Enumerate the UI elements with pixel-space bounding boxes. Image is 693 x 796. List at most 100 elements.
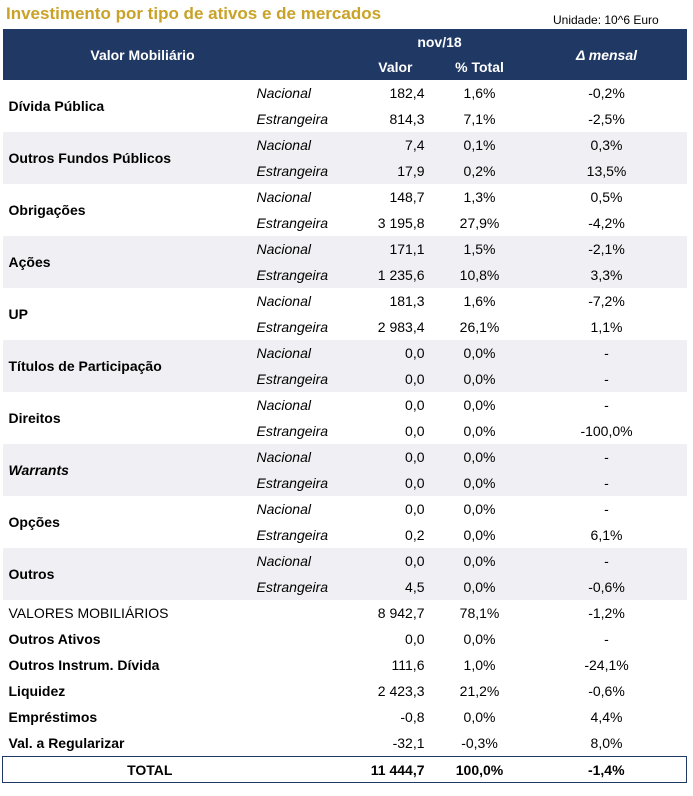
pct-cell: 0,0%	[432, 548, 527, 574]
table-row: Outros Ativos 0,0 0,0% -	[3, 626, 687, 652]
value-cell: 0,2	[405, 527, 425, 543]
market-label: Estrangeira	[256, 527, 329, 543]
table-row: Outros Instrum. Dívida 111,6 1,0% -24,1%	[3, 652, 687, 678]
table-row: Estrangeira 0,0 0,0% -100,0%	[3, 418, 687, 444]
pct-cell: -0,3%	[461, 735, 498, 751]
header-valor: Valor	[352, 54, 433, 80]
delta-cell: -2,5%	[588, 111, 625, 127]
market-label: Nacional	[254, 444, 353, 470]
delta-cell: -4,2%	[588, 215, 625, 231]
delta-cell: -	[526, 444, 687, 470]
table-row: Estrangeira 814,3 7,1% -2,5%	[3, 106, 687, 132]
pct-cell: 1,5%	[432, 236, 527, 262]
value-cell: 111,6	[391, 657, 425, 673]
market-label: Nacional	[254, 236, 353, 262]
pct-cell: 0,0%	[432, 444, 527, 470]
delta-cell: 1,1%	[590, 319, 623, 335]
delta-cell: 13,5%	[526, 158, 687, 184]
asset-name: Val. a Regularizar	[8, 735, 125, 751]
market-label: Nacional	[254, 132, 353, 158]
value-cell: 148,7	[389, 189, 425, 205]
table-row: Liquidez 2 423,3 21,2% -0,6%	[3, 678, 687, 704]
table-row: Estrangeira 0,2 0,0% 6,1%	[3, 522, 687, 548]
pct-cell: 0,2%	[432, 158, 527, 184]
table-row: Títulos de Participação Nacional 0,0 0,0% -	[2, 340, 687, 392]
delta-cell: -	[526, 366, 687, 392]
market-label: Estrangeira	[254, 262, 353, 288]
market-label: Estrangeira	[254, 366, 353, 392]
investment-table: Valor Mobiliário nov/18 Δ mensal Valor %…	[2, 29, 688, 783]
asset-name: Dívida Pública	[8, 98, 105, 114]
value-cell: 182,4	[389, 85, 425, 101]
asset-name: VALORES MOBILIÁRIOS	[8, 605, 169, 621]
value-cell: 0,0	[405, 631, 425, 647]
delta-cell: 0,3%	[526, 132, 687, 158]
table-row: Outros Fundos Públicos Nacional 7,4 0,1% 0,3…	[2, 132, 687, 184]
value-cell: 2 423,3	[377, 683, 425, 699]
table-row: Outros Nacional 0,0 0,0% -	[2, 548, 687, 600]
pct-cell: 0,0%	[463, 423, 496, 439]
table-row: Val. a Regularizar -32,1 -0,3% 8,0%	[3, 730, 687, 757]
table-row: Obrigações Nacional 148,7 1,3% 0,5%	[3, 184, 687, 218]
pct-cell: 78,1%	[459, 605, 500, 621]
delta-cell: -	[604, 631, 609, 647]
asset-name: Empréstimos	[8, 709, 98, 725]
table-row: Direitos Nacional 0,0 0,0% -	[3, 392, 687, 426]
header-delta: Δ mensal	[526, 29, 687, 80]
pct-cell: 21,2%	[459, 683, 500, 699]
header-asset: Valor Mobiliário	[2, 29, 353, 80]
total-pct: 100,0%	[432, 756, 527, 783]
table-row: Estrangeira 3 195,8 27,9% -4,2%	[3, 210, 687, 236]
delta-cell: -24,1%	[584, 657, 629, 673]
total-delta: -1,4%	[526, 756, 688, 783]
market-label: Estrangeira	[256, 215, 329, 231]
value-cell: 0,0	[352, 444, 433, 470]
value-cell: 7,4	[352, 132, 433, 158]
market-label: Nacional	[256, 397, 311, 413]
header-period: nov/18	[352, 29, 527, 54]
header-pct: % Total	[432, 54, 527, 80]
table-row: Estrangeira 4,5 0,0% -0,6%	[3, 574, 687, 600]
pct-cell: 10,8%	[432, 262, 527, 288]
asset-name: Outros Instrum. Dívida	[8, 657, 160, 673]
pct-cell: 0,1%	[432, 132, 527, 158]
pct-cell: 0,0%	[432, 470, 527, 496]
delta-cell: 6,1%	[590, 527, 623, 543]
market-label: Estrangeira	[256, 319, 329, 335]
market-label: Nacional	[256, 293, 311, 309]
value-cell: 0,0	[405, 397, 425, 413]
market-label: Estrangeira	[256, 111, 329, 127]
table-row: Opções Nacional 0,0 0,0% -	[3, 496, 687, 530]
pct-cell: 0,0%	[463, 709, 496, 725]
delta-cell: -2,1%	[526, 236, 687, 262]
delta-cell: 4,4%	[590, 709, 623, 725]
delta-cell: -0,6%	[526, 574, 687, 600]
pct-cell: 1,0%	[463, 657, 496, 673]
table-header: Valor Mobiliário nov/18 Δ mensal Valor %…	[2, 29, 687, 80]
delta-cell: -	[604, 501, 609, 517]
asset-name: Direitos	[8, 410, 61, 426]
page-title: Investimento por tipo de ativos e de mer…	[6, 4, 382, 23]
delta-cell: -	[526, 340, 687, 366]
pct-cell: 26,1%	[459, 319, 500, 335]
delta-cell: -0,6%	[588, 683, 625, 699]
total-value: 11 444,7	[352, 756, 433, 783]
market-label: Estrangeira	[254, 574, 353, 600]
value-cell: 2 983,4	[377, 319, 425, 335]
asset-name: Ações	[2, 236, 255, 288]
table-row: Estrangeira 0,0 0,0% -	[3, 366, 687, 392]
table-row: Estrangeira 17,9 0,2% 13,5%	[3, 158, 687, 184]
market-label: Nacional	[256, 189, 311, 205]
delta-cell: -	[604, 397, 609, 413]
market-label: Nacional	[254, 340, 353, 366]
delta-cell: -	[526, 548, 687, 574]
asset-name: Liquidez	[8, 683, 66, 699]
table-row: Estrangeira 2 983,4 26,1% 1,1%	[3, 314, 687, 340]
market-label: Estrangeira	[254, 470, 353, 496]
total-row: TOTAL 11 444,7 100,0% -1,4%	[2, 756, 688, 783]
asset-name: Outros Ativos	[8, 631, 101, 647]
table-row: Estrangeira 1 235,6 10,8% 3,3%	[3, 262, 687, 288]
value-cell: 17,9	[352, 158, 433, 184]
value-cell: 0,0	[352, 366, 433, 392]
delta-cell: -100,0%	[580, 423, 633, 439]
